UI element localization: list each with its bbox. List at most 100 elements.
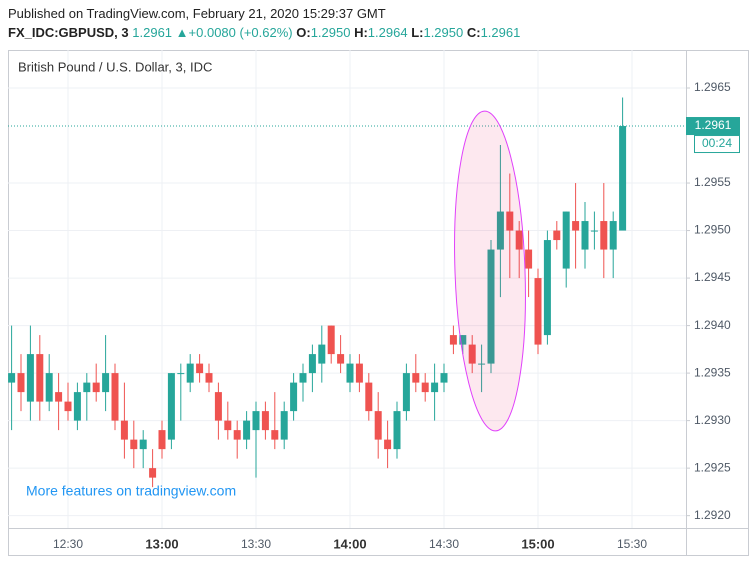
candle-body	[92, 382, 100, 393]
candle-body	[609, 221, 617, 250]
candle-body	[459, 335, 467, 345]
candle-body	[506, 211, 514, 231]
chart-title: British Pound / U.S. Dollar, 3, IDC	[18, 59, 212, 74]
h: 1.2964	[367, 25, 408, 40]
candle-body	[73, 392, 81, 421]
candle-body	[64, 401, 72, 412]
x-tick-label: 12:30	[53, 537, 83, 551]
candle-body	[243, 420, 251, 440]
last: 1.2961	[132, 25, 173, 40]
candle-body	[337, 354, 345, 364]
ellipse-annotation	[454, 110, 526, 432]
price-label: 1.2961	[695, 118, 732, 132]
candle-body	[214, 392, 222, 421]
candle-body	[45, 373, 53, 402]
candle-body	[619, 126, 627, 231]
x-tick-label: 15:30	[617, 537, 647, 551]
x-tick-label: 14:30	[429, 537, 459, 551]
candle-body	[139, 439, 147, 450]
candle-body	[327, 325, 335, 355]
x-tick-label: 14:00	[333, 536, 366, 551]
y-tick-label: 1.2935	[694, 365, 731, 379]
candle-body	[525, 249, 533, 269]
c-label: C:	[466, 25, 481, 40]
frame	[8, 50, 749, 556]
candle-body	[55, 392, 63, 402]
candle-body	[590, 230, 598, 232]
o-label: O:	[296, 25, 311, 40]
symbol-line: FX_IDC:GBPUSD, 3 1.2961 ▲+0.0080 (+0.62%…	[8, 25, 520, 40]
candle-body	[186, 363, 194, 383]
candle-body	[402, 373, 410, 412]
candle-body	[543, 240, 551, 336]
candle-body	[515, 230, 523, 250]
candle-body	[8, 373, 16, 383]
candle-body	[600, 221, 608, 250]
y-tick-label: 1.2950	[694, 223, 731, 237]
candle-body	[17, 373, 25, 393]
h-label: H:	[354, 25, 368, 40]
o: 1.2950	[310, 25, 351, 40]
x-tick-label: 13:30	[241, 537, 271, 551]
candle-body	[252, 411, 260, 431]
candle-body	[393, 411, 401, 450]
candle-body	[365, 382, 373, 412]
candle-body	[534, 278, 542, 345]
candle-body	[177, 373, 185, 375]
candle-body	[158, 430, 166, 450]
candle-body	[224, 420, 232, 431]
candle-body	[496, 211, 504, 250]
candle-body	[261, 411, 269, 431]
candle-body	[431, 382, 439, 393]
candle-body	[449, 335, 457, 345]
candle-body	[440, 373, 448, 383]
y-tick-label: 1.2920	[694, 508, 731, 522]
c: 1.2961	[480, 25, 521, 40]
candle-body	[308, 354, 316, 374]
change: +0.0080 (+0.62%)	[188, 25, 293, 40]
x-tick-label: 15:00	[521, 536, 554, 551]
candle-body	[421, 382, 429, 393]
price-label-box	[686, 117, 740, 136]
candle-body	[120, 420, 128, 440]
watermark: More features on tradingview.com	[26, 483, 236, 499]
y-tick-label: 1.2945	[694, 270, 731, 284]
l: 1.2950	[423, 25, 464, 40]
candle-body	[318, 344, 326, 364]
candle-body	[111, 373, 119, 421]
candle-body	[290, 382, 298, 412]
candle-body	[233, 430, 241, 440]
candle-body	[478, 363, 486, 365]
candle-body	[374, 411, 382, 440]
candle-body	[355, 363, 363, 383]
candle-body	[36, 354, 44, 402]
symbol: FX_IDC:GBPUSD, 3	[8, 25, 129, 40]
candle-body	[83, 382, 91, 393]
candle-body	[581, 221, 589, 250]
candle-body	[280, 411, 288, 440]
y-tick-label: 1.2965	[694, 80, 731, 94]
candle-body	[196, 363, 204, 374]
arrow: ▲	[175, 25, 189, 40]
y-tick-label: 1.2955	[694, 175, 731, 189]
countdown: 00:24	[702, 136, 732, 150]
candle-body	[562, 211, 570, 269]
y-tick-label: 1.2925	[694, 460, 731, 474]
y-tick-label: 1.2930	[694, 413, 731, 427]
candle-body	[167, 373, 175, 440]
candle-body	[26, 354, 34, 402]
candle-body	[271, 430, 279, 440]
candle-body	[149, 468, 157, 478]
candle-body	[468, 344, 476, 364]
published: Published on TradingView.com, February 2…	[8, 6, 386, 21]
l-label: L:	[411, 25, 424, 40]
x-tick-label: 13:00	[145, 536, 178, 551]
candle-body	[487, 249, 495, 364]
candle-body	[553, 230, 561, 241]
candle-body	[130, 439, 138, 450]
countdown-box	[694, 135, 740, 154]
y-tick-label: 1.2940	[694, 318, 731, 332]
candle-body	[205, 373, 213, 383]
